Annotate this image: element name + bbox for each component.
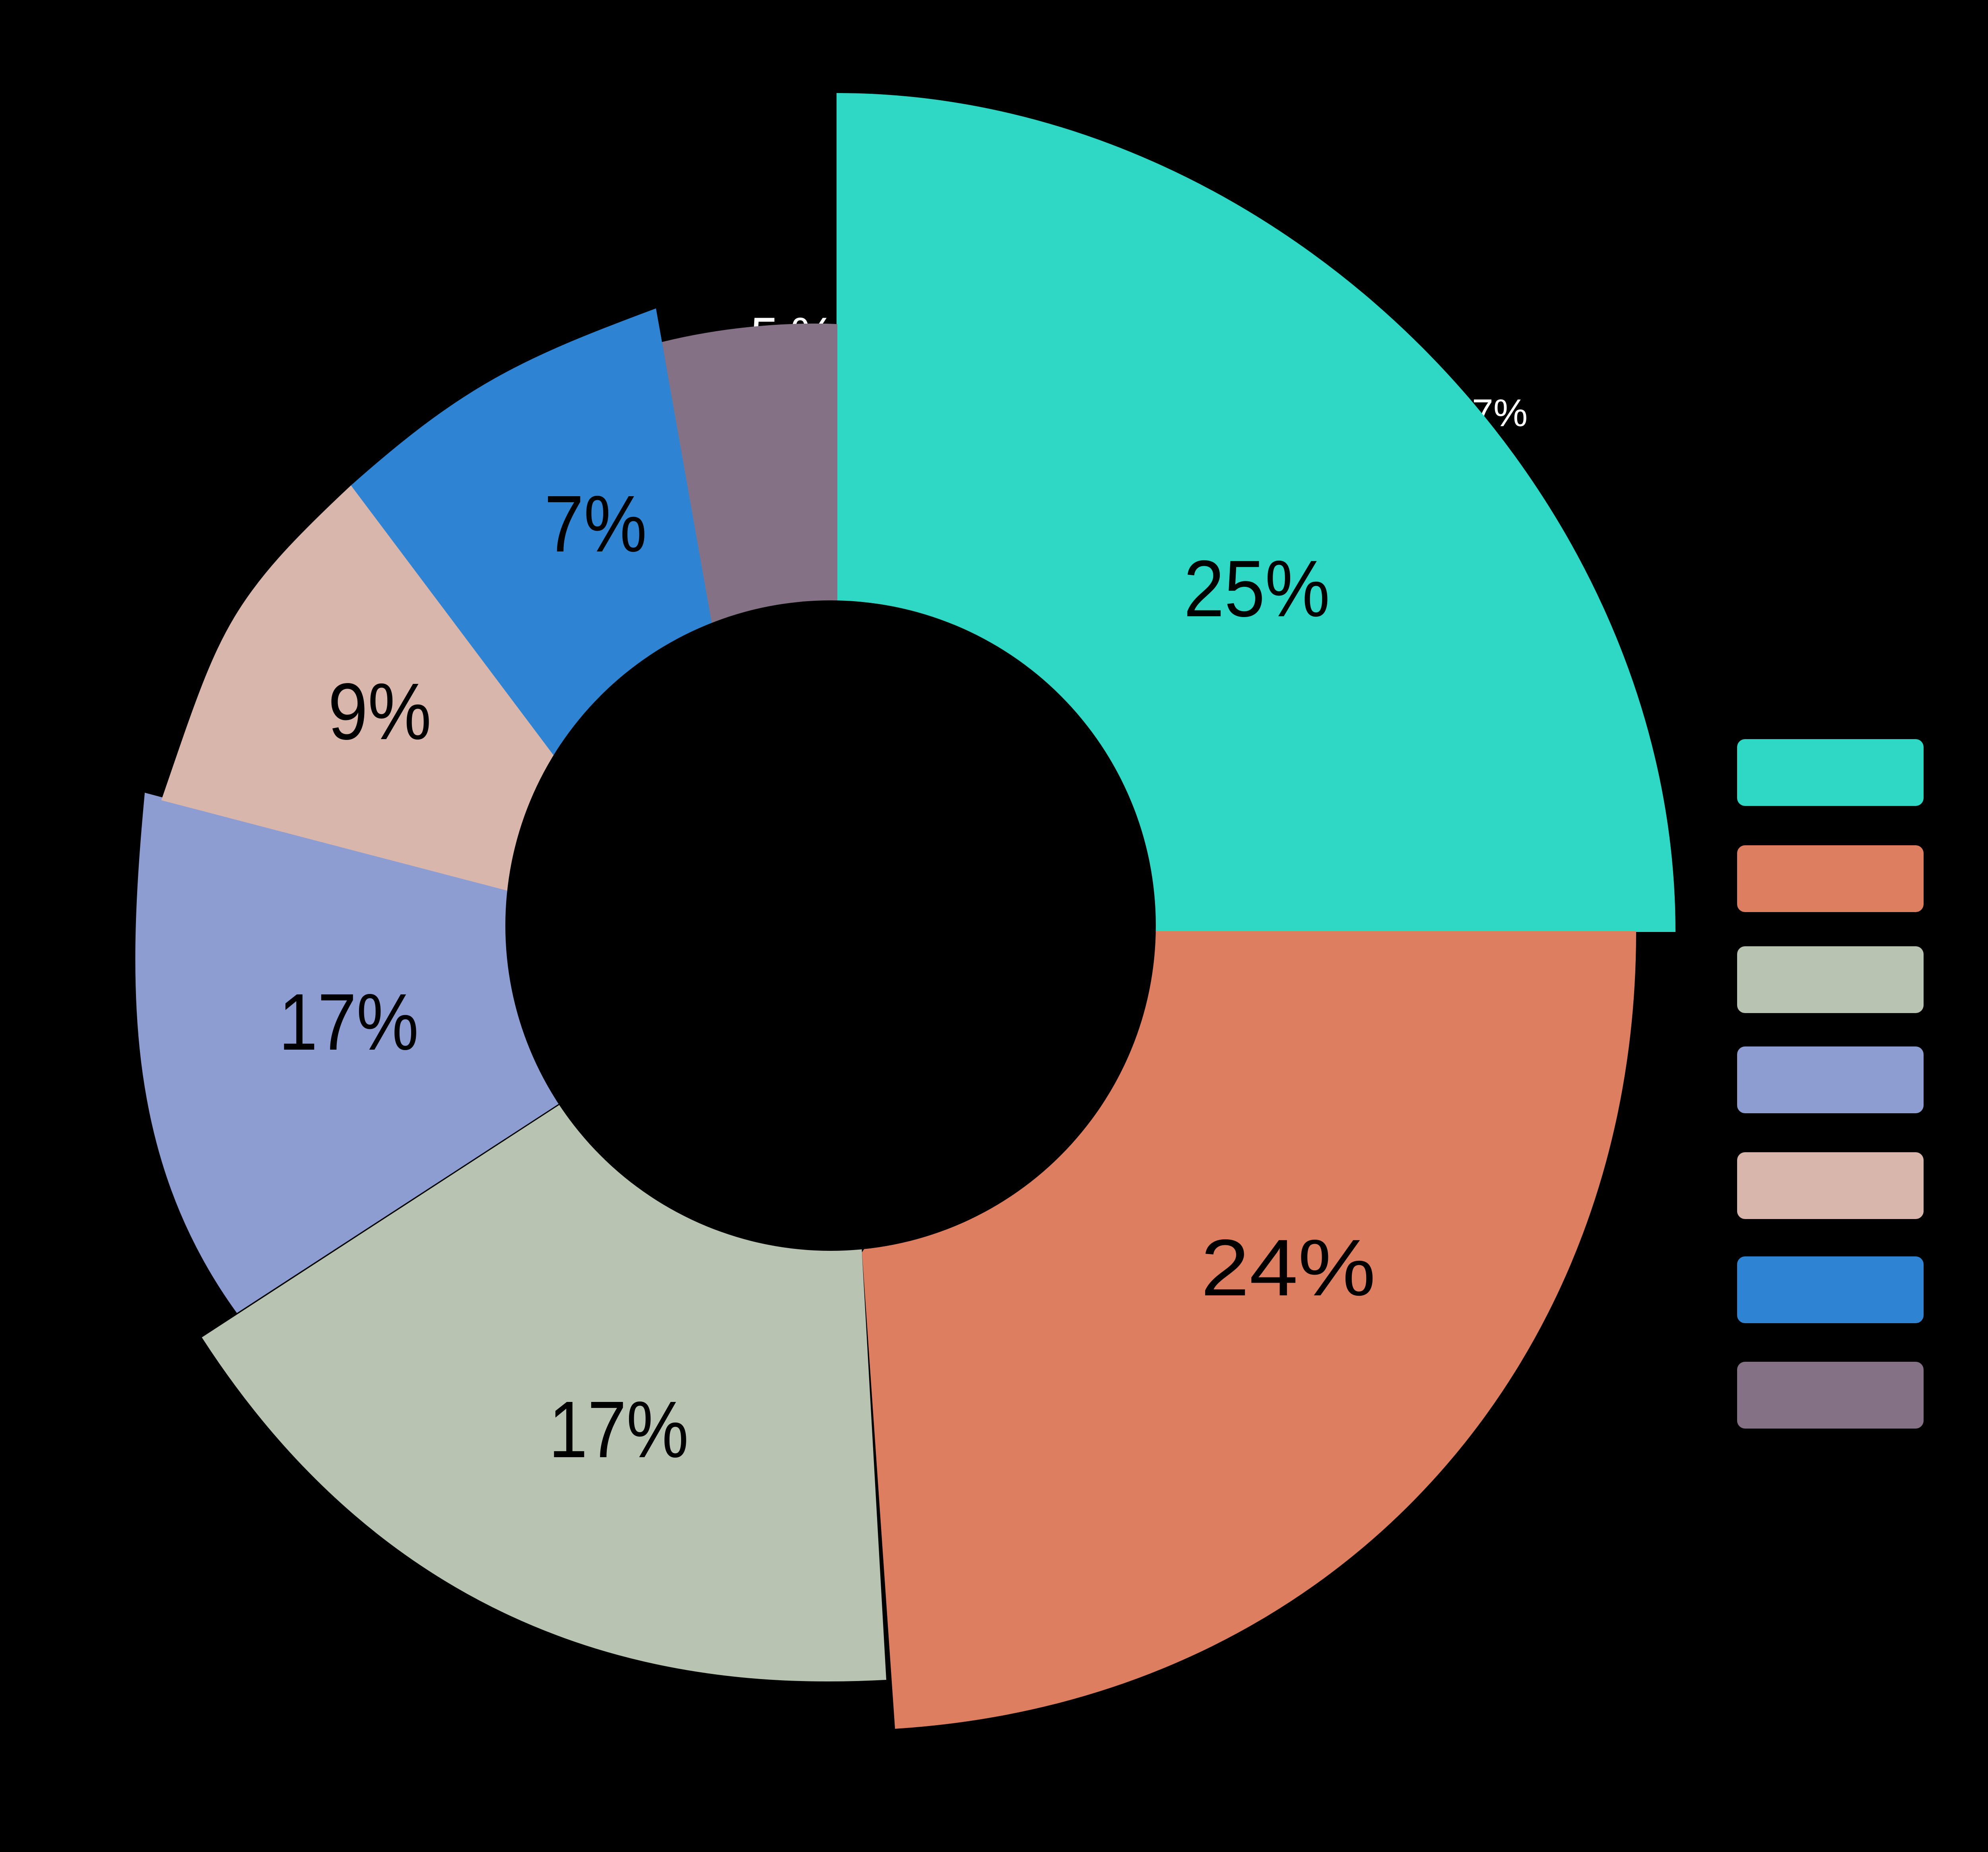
svg-text:24%: 24% xyxy=(1201,1223,1376,1312)
svg-text:7%: 7% xyxy=(544,479,647,569)
svg-text:25%: 25% xyxy=(1184,544,1330,633)
svg-text:9%: 9% xyxy=(328,666,431,756)
svg-text:17%: 17% xyxy=(279,977,419,1067)
svg-text:17%: 17% xyxy=(549,1384,689,1474)
